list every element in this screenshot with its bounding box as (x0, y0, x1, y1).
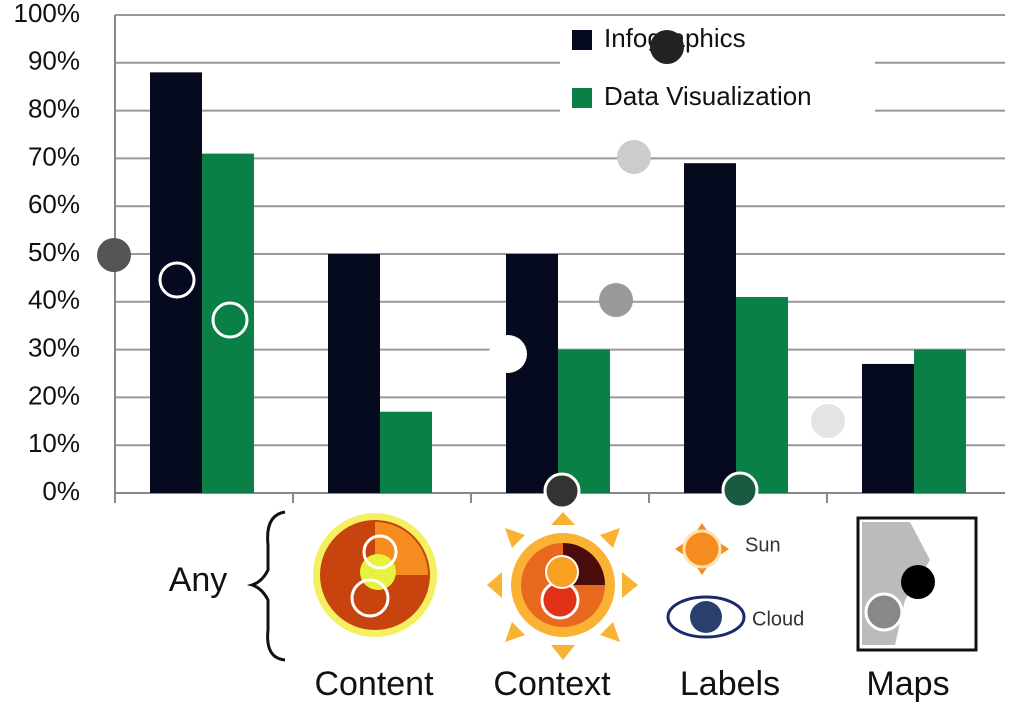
x-tick-label: Labels (680, 665, 780, 703)
bar (328, 254, 380, 493)
y-tick-label: 70% (28, 141, 80, 171)
y-tick-label: 80% (28, 93, 80, 123)
legend-background (560, 18, 875, 123)
bar (736, 297, 788, 493)
x-tick-label: Context (493, 665, 611, 703)
y-tick-label: 30% (28, 332, 80, 362)
overlay-circles (97, 30, 845, 510)
bar (506, 254, 558, 493)
legend-swatch (572, 30, 592, 50)
y-tick-label: 10% (28, 428, 80, 458)
bar (862, 363, 914, 493)
y-tick-label: 20% (28, 380, 80, 410)
annotation: Sun (745, 534, 781, 556)
y-tick-label: 50% (28, 237, 80, 267)
y-tick-label: 0% (42, 476, 80, 506)
x-tick-label: Maps (866, 665, 949, 703)
bar (380, 411, 432, 493)
x-tick-label: Any (169, 561, 228, 599)
bar (558, 349, 610, 493)
legend-label: Data Visualization (604, 81, 812, 111)
x-tick-label: Content (314, 665, 434, 703)
icons (246, 510, 978, 662)
y-tick-label: 40% (28, 285, 80, 315)
bars (150, 72, 966, 494)
y-tick-label: 60% (28, 189, 80, 219)
bar (914, 349, 966, 493)
legend-swatch (572, 88, 592, 108)
bar (684, 163, 736, 493)
annotation: Cloud (752, 608, 804, 630)
y-tick-label: 90% (28, 46, 80, 76)
y-tick-label: 100% (14, 0, 81, 28)
